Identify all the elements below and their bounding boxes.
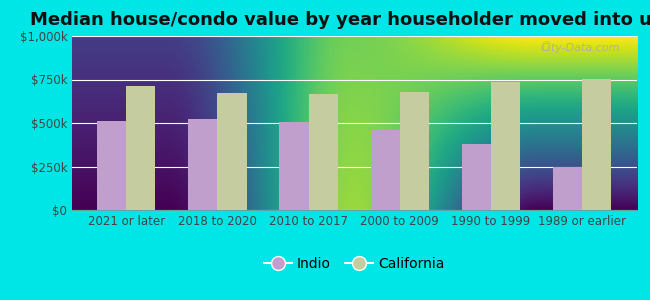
Bar (126, 85, 155, 210)
Legend: Indio, California: Indio, California (258, 251, 450, 276)
Text: City-Data.com: City-Data.com (541, 43, 620, 53)
Bar (218, 92, 246, 210)
Bar (97, 121, 126, 210)
Bar (370, 130, 400, 210)
Title: Median house/condo value by year householder moved into unit: Median house/condo value by year househo… (29, 11, 650, 29)
Bar (491, 82, 520, 210)
Bar (188, 119, 218, 210)
Bar (553, 167, 582, 210)
Bar (309, 94, 338, 210)
Bar (462, 144, 491, 210)
Bar (400, 92, 429, 210)
Text: ⓘ: ⓘ (543, 41, 549, 51)
Bar (582, 79, 612, 210)
Bar (280, 122, 309, 210)
